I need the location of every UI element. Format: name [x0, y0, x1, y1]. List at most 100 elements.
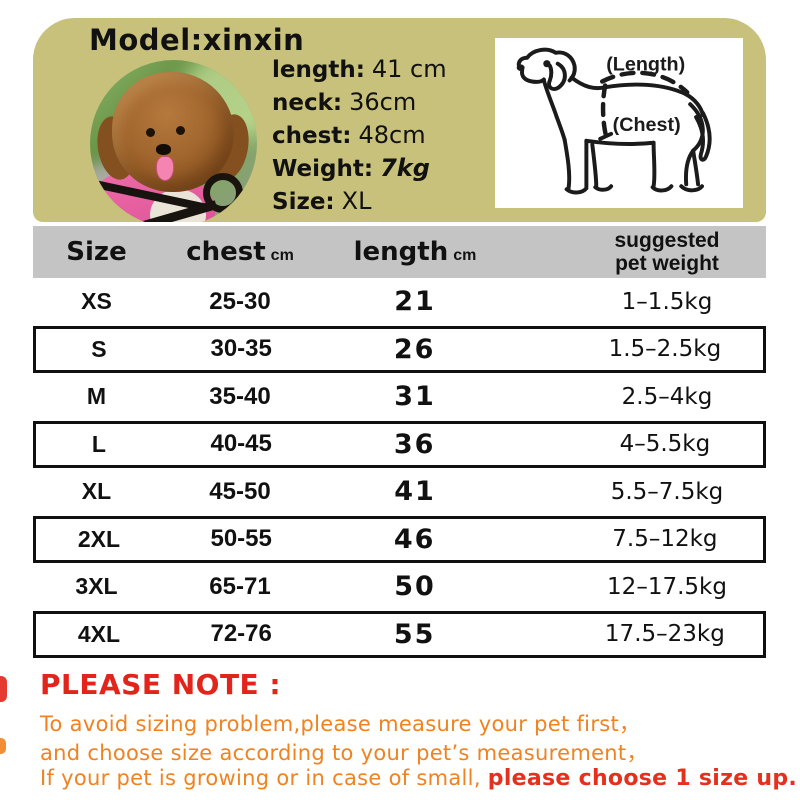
cell-size: 3XL — [75, 573, 118, 600]
cell-size: XL — [81, 478, 112, 505]
col-header-length: length cm — [320, 237, 510, 267]
model-title: Model:xinxin — [89, 23, 305, 57]
cell-weight: 7.5–12kg — [612, 526, 718, 553]
dog-hind-leg-line — [691, 148, 701, 187]
note-text: To avoid sizing problem,please measure y… — [40, 712, 641, 736]
measurement-label: Weight: — [272, 156, 374, 182]
poodle-eye — [176, 126, 185, 135]
cell-chest: 30-35 — [210, 335, 272, 363]
cell-chest: 50-55 — [210, 525, 272, 553]
measurement-value: 7kg — [380, 154, 430, 182]
cell-weight: 1–1.5kg — [621, 288, 713, 315]
note-text: please choose 1 size up. — [487, 766, 798, 791]
cell-weight: 5.5–7.5kg — [610, 478, 724, 505]
col-header-label: length — [353, 237, 449, 267]
dog-ear-line — [547, 61, 567, 91]
cell-size: L — [91, 430, 106, 457]
poodle-nose — [156, 144, 171, 155]
measurement-line: Weight: 7kg — [272, 154, 447, 187]
cell-length: 21 — [394, 286, 436, 318]
cell-length: 41 — [394, 476, 436, 508]
measurement-value: 41 cm — [371, 55, 447, 83]
measurement-line: neck: 36cm — [272, 88, 447, 121]
col-header-label: Size — [66, 237, 127, 267]
dog-chest-line — [541, 78, 567, 142]
measurement-line: length: 41 cm — [272, 55, 447, 88]
note-title: PLEASE NOTE : — [40, 668, 282, 701]
dog-outline-drawing: (Length) (Chest) — [516, 47, 712, 195]
table-row: 4XL 72-76 55 17.5–23kg — [33, 610, 766, 658]
length-label: (Length) — [606, 54, 685, 76]
cell-chest: 65-71 — [209, 572, 271, 600]
cell-weight: 1.5–2.5kg — [608, 336, 722, 363]
measurement-diagram: (Length) (Chest) — [495, 38, 743, 208]
cell-chest: 72-76 — [210, 620, 272, 648]
dog-paw-line — [650, 184, 674, 193]
measurement-line: chest: 48cm — [272, 121, 447, 154]
model-photo — [90, 60, 257, 222]
col-header-label: chest — [186, 237, 266, 267]
cell-weight: 12–17.5kg — [607, 573, 727, 600]
poodle-eye — [146, 128, 155, 137]
col-header-weight: suggested pet weight — [510, 229, 766, 275]
cell-chest: 45-50 — [209, 477, 271, 505]
cell-size: XS — [81, 288, 112, 315]
table-row: M 35-40 31 2.5–4kg — [33, 373, 766, 421]
dog-nose-dot — [516, 64, 525, 71]
cell-weight: 17.5–23kg — [604, 621, 725, 648]
cell-chest: 35-40 — [209, 382, 271, 410]
cell-length: 50 — [394, 571, 436, 603]
model-info-panel: Model:xinxin length: 41 cm neck: 36cm chest:… — [33, 18, 766, 222]
cell-length: 36 — [393, 428, 436, 460]
measurement-label: length: — [272, 57, 365, 83]
measurement-label: chest: — [272, 123, 352, 149]
table-row: 2XL 50-55 46 7.5–12kg — [33, 515, 766, 563]
cell-chest: 25-30 — [209, 287, 271, 315]
measurement-value: 36cm — [349, 88, 417, 116]
edge-artifact — [0, 738, 6, 754]
cell-size: 2XL — [77, 525, 121, 552]
measurement-value: XL — [341, 187, 372, 215]
note-text: and choose size according to your pet’s … — [40, 741, 648, 765]
dog-hind-leg-line — [651, 140, 657, 189]
measurement-line: Size: XL — [272, 187, 447, 220]
table-row: XL 45-50 41 5.5–7.5kg — [33, 468, 766, 516]
dog-head-line — [516, 47, 577, 83]
cell-size: M — [86, 383, 107, 410]
cell-length: 55 — [393, 618, 436, 650]
cell-length: 31 — [394, 381, 436, 413]
cell-size: S — [91, 335, 107, 362]
dog-paw-line — [564, 186, 589, 195]
col-header-chest: chest cm — [160, 237, 320, 267]
length-measure-dashes — [599, 70, 690, 95]
cell-weight: 4–5.5kg — [619, 431, 711, 458]
col-header-size: Size — [33, 237, 160, 267]
cell-length: 46 — [393, 523, 436, 555]
dog-paw-line — [593, 184, 614, 192]
dog-front-leg-line — [562, 137, 572, 191]
measurement-label: neck: — [272, 90, 343, 116]
note-line: To avoid sizing problem,please measure y… — [40, 708, 797, 737]
dog-jaw-line — [520, 68, 546, 84]
table-row: L 40-45 36 4–5.5kg — [33, 420, 766, 468]
col-header-label: suggested pet weight — [614, 229, 720, 275]
cell-size: 4XL — [77, 620, 121, 647]
size-table-body: XS 25-30 21 1–1.5kg S 30-35 26 1.5–2.5kg M 35-40 3… — [33, 278, 766, 658]
size-table-header: Size chest cm length cm suggested pet weig… — [33, 226, 766, 278]
dog-paw-line — [679, 184, 704, 193]
note-line: If your pet is growing or in case of sma… — [40, 766, 797, 795]
measurement-label: Size: — [272, 189, 335, 215]
note-lines: To avoid sizing problem,please measure y… — [40, 708, 797, 795]
cell-weight: 2.5–4kg — [621, 383, 713, 410]
chest-measure-dashes — [600, 83, 609, 140]
table-row: 3XL 65-71 50 12–17.5kg — [33, 563, 766, 611]
poodle-tongue — [156, 156, 174, 181]
unit-label: cm — [270, 247, 294, 264]
cell-chest: 40-45 — [210, 430, 272, 458]
dog-front-leg-line — [590, 142, 599, 189]
cell-length: 26 — [393, 333, 436, 365]
measurement-list: length: 41 cm neck: 36cm chest: 48cm Weight: 7k… — [272, 55, 447, 220]
table-row: S 30-35 26 1.5–2.5kg — [33, 325, 766, 373]
dog-belly-line — [584, 138, 656, 147]
